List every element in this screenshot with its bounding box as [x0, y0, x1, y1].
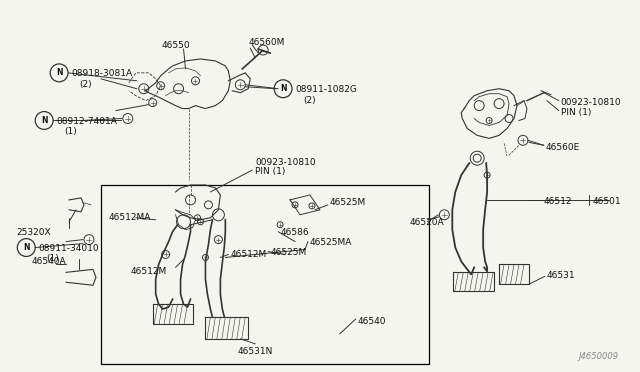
Text: 46525M: 46525M [270, 247, 307, 257]
Text: 00923-10810: 00923-10810 [561, 98, 621, 107]
Text: 46531: 46531 [547, 271, 575, 280]
Text: 46525M: 46525M [330, 198, 366, 207]
Text: (2): (2) [79, 80, 92, 89]
Text: N: N [280, 84, 286, 93]
Text: 46512M: 46512M [131, 267, 167, 276]
Text: (1): (1) [64, 128, 77, 137]
Text: 08911-1082G: 08911-1082G [295, 85, 357, 94]
Text: (1): (1) [46, 254, 59, 263]
Text: 08918-3081A: 08918-3081A [71, 69, 132, 78]
Text: 46531N: 46531N [237, 347, 273, 356]
Text: N: N [23, 243, 29, 252]
Text: 46540A: 46540A [31, 257, 66, 266]
Text: 46560M: 46560M [248, 38, 285, 47]
Text: 08912-7401A: 08912-7401A [56, 116, 117, 125]
Text: 46540: 46540 [358, 317, 386, 326]
Text: 00923-10810: 00923-10810 [255, 158, 316, 167]
Text: 46501: 46501 [593, 197, 621, 206]
Text: 46525MA: 46525MA [310, 238, 353, 247]
Text: 46560E: 46560E [546, 143, 580, 152]
Text: PIN (1): PIN (1) [561, 108, 591, 116]
Text: 25320X: 25320X [16, 228, 51, 237]
Text: 46586: 46586 [280, 228, 308, 237]
Text: N: N [41, 116, 47, 125]
Text: 46512MA: 46512MA [109, 213, 151, 222]
Text: PIN (1): PIN (1) [255, 167, 285, 176]
Text: (2): (2) [303, 96, 316, 105]
Text: 08911-34010: 08911-34010 [38, 244, 99, 253]
Text: 46512: 46512 [544, 197, 572, 206]
Text: N: N [56, 68, 62, 77]
Text: J4650009: J4650009 [579, 352, 618, 361]
Bar [101, 185, 429, 364]
Text: 46512M: 46512M [230, 250, 267, 259]
Text: 46550: 46550 [161, 41, 190, 50]
Text: 46520A: 46520A [410, 218, 444, 227]
